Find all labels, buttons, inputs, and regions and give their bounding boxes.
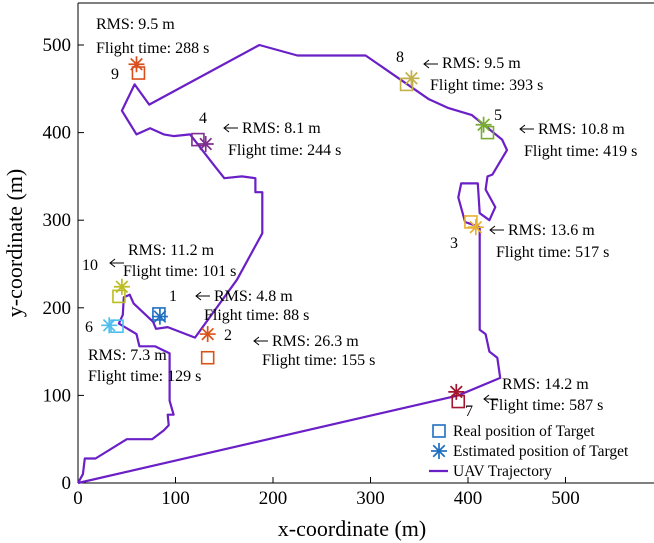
annotation-arrow [253, 336, 268, 346]
estimated-position-marker-6 [101, 317, 118, 334]
target-id-label-10: 10 [82, 257, 98, 274]
legend-real-label: Real position of Target [453, 423, 595, 440]
target-id-label-4: 4 [199, 110, 207, 127]
arrow-head [223, 123, 230, 133]
y-tick-label: 100 [43, 385, 72, 406]
rms-label-3: RMS: 13.6 m [508, 222, 595, 239]
trajectory-layer [77, 43, 509, 485]
arrow-head [423, 59, 430, 69]
asterisk-stroke [102, 318, 116, 332]
flight-time-label-4: Flight time: 244 s [228, 142, 341, 159]
real-position-marker-4 [191, 132, 205, 147]
y-tick-label: 400 [43, 123, 72, 144]
rms-label-9: RMS: 9.5 m [96, 16, 175, 33]
asterisk-stroke [201, 327, 215, 341]
marker-layer [101, 56, 495, 409]
estimated-position-marker-1 [151, 308, 168, 325]
rms-label-2: RMS: 26.3 m [272, 333, 359, 350]
annotation-arrow [109, 258, 124, 268]
x-tick-label: 100 [161, 488, 190, 509]
flight-time-label-5: Flight time: 419 s [524, 143, 637, 160]
arrow-head [195, 291, 202, 301]
estimated-position-marker-10 [113, 278, 130, 295]
arrow-head [483, 394, 490, 404]
asterisk-stroke [432, 444, 446, 458]
estimated-position-marker-4 [197, 135, 214, 152]
y-tick-label: 500 [43, 35, 72, 56]
target-id-label-8: 8 [396, 49, 404, 66]
x-tick-label: 0 [73, 488, 83, 509]
target-id-label-6: 6 [85, 319, 93, 336]
arrow-head [519, 124, 526, 134]
arrow-head [109, 258, 116, 268]
legend-real-icon [432, 424, 446, 438]
plot-area [78, 3, 654, 483]
real-position-marker-2 [200, 350, 215, 365]
target-id-label-2: 2 [224, 327, 232, 344]
real-position-marker-1 [152, 307, 166, 321]
real-position-marker-7 [451, 394, 466, 409]
asterisk-stroke [199, 137, 213, 151]
estimated-position-marker-2 [199, 326, 216, 343]
asterisk-stroke [469, 220, 483, 234]
estimated-position-marker-3 [467, 219, 484, 236]
asterisk-stroke [477, 118, 490, 132]
legend: Real position of Target Estimated positio… [429, 423, 629, 480]
flight-time-label-10: Flight time: 101 s [123, 263, 236, 280]
y-tick-label: 0 [62, 473, 72, 494]
rms-label-5: RMS: 10.8 m [538, 121, 625, 138]
estimated-position-marker-7 [448, 383, 465, 400]
asterisk-stroke [130, 57, 143, 71]
asterisk-stroke [153, 310, 167, 323]
legend-trajectory-label: UAV Trajectory [453, 463, 552, 480]
y-tick-label: 200 [43, 298, 72, 319]
annotation-arrow [489, 225, 504, 235]
annotation-arrow [423, 59, 438, 69]
axes: 0 100 200 300 400 500 0 100 200 300 400 500 [43, 2, 654, 509]
asterisk-stroke [115, 280, 129, 294]
arrow-head [253, 336, 260, 346]
uav-trajectory-line [77, 43, 509, 485]
estimated-position-marker-9 [128, 56, 145, 73]
x-tick-label: 500 [551, 488, 580, 509]
flight-time-label-9: Flight time: 288 s [96, 40, 209, 57]
x-tick-label: 300 [356, 488, 385, 509]
x-tick-label: 400 [454, 488, 483, 509]
annotation-arrow [483, 394, 498, 404]
estimated-position-marker-5 [475, 116, 492, 133]
rms-label-4: RMS: 8.1 m [242, 120, 321, 137]
target-id-label-5: 5 [494, 107, 502, 124]
asterisk-stroke [449, 385, 463, 399]
x-axis-label: x-coordinate (m) [278, 516, 426, 541]
asterisk-stroke [405, 71, 418, 85]
annotation-arrow [519, 124, 534, 134]
target-id-label-7: 7 [465, 403, 473, 420]
estimated-position-marker-8 [403, 70, 420, 87]
flight-time-label-8: Flight time: 393 s [430, 77, 543, 94]
rms-label-6: RMS: 7.3 m [88, 347, 167, 364]
legend-estimated-label: Estimated position of Target [453, 443, 629, 460]
flight-time-label-7: Flight time: 587 s [490, 397, 603, 414]
x-tick-label: 200 [259, 488, 288, 509]
flight-time-label-2: Flight time: 155 s [262, 352, 375, 369]
target-id-label-3: 3 [450, 235, 458, 252]
rms-label-8: RMS: 9.5 m [442, 55, 521, 72]
flight-time-label-1: Flight time: 88 s [204, 307, 309, 324]
rms-label-7: RMS: 14.2 m [502, 376, 589, 393]
legend-estimated-icon [431, 443, 447, 459]
target-id-label-1: 1 [169, 288, 177, 305]
annotation-arrow [223, 123, 238, 133]
y-tick-label: 300 [43, 210, 72, 231]
flight-time-label-6: Flight time: 129 s [88, 368, 201, 385]
arrow-head [489, 225, 496, 235]
rms-label-1: RMS: 4.8 m [214, 288, 293, 305]
target-id-label-9: 9 [111, 66, 119, 83]
rms-label-10: RMS: 11.2 m [128, 242, 215, 259]
real-position-marker-5 [480, 125, 495, 140]
annotation-layer: 1 RMS: 4.8 m Flight time: 88 s 2 RMS: 26.3 m… [82, 16, 637, 420]
y-axis-label: y-coordinate (m) [2, 169, 27, 317]
annotation-arrow [195, 291, 210, 301]
flight-time-label-3: Flight time: 517 s [496, 244, 609, 261]
